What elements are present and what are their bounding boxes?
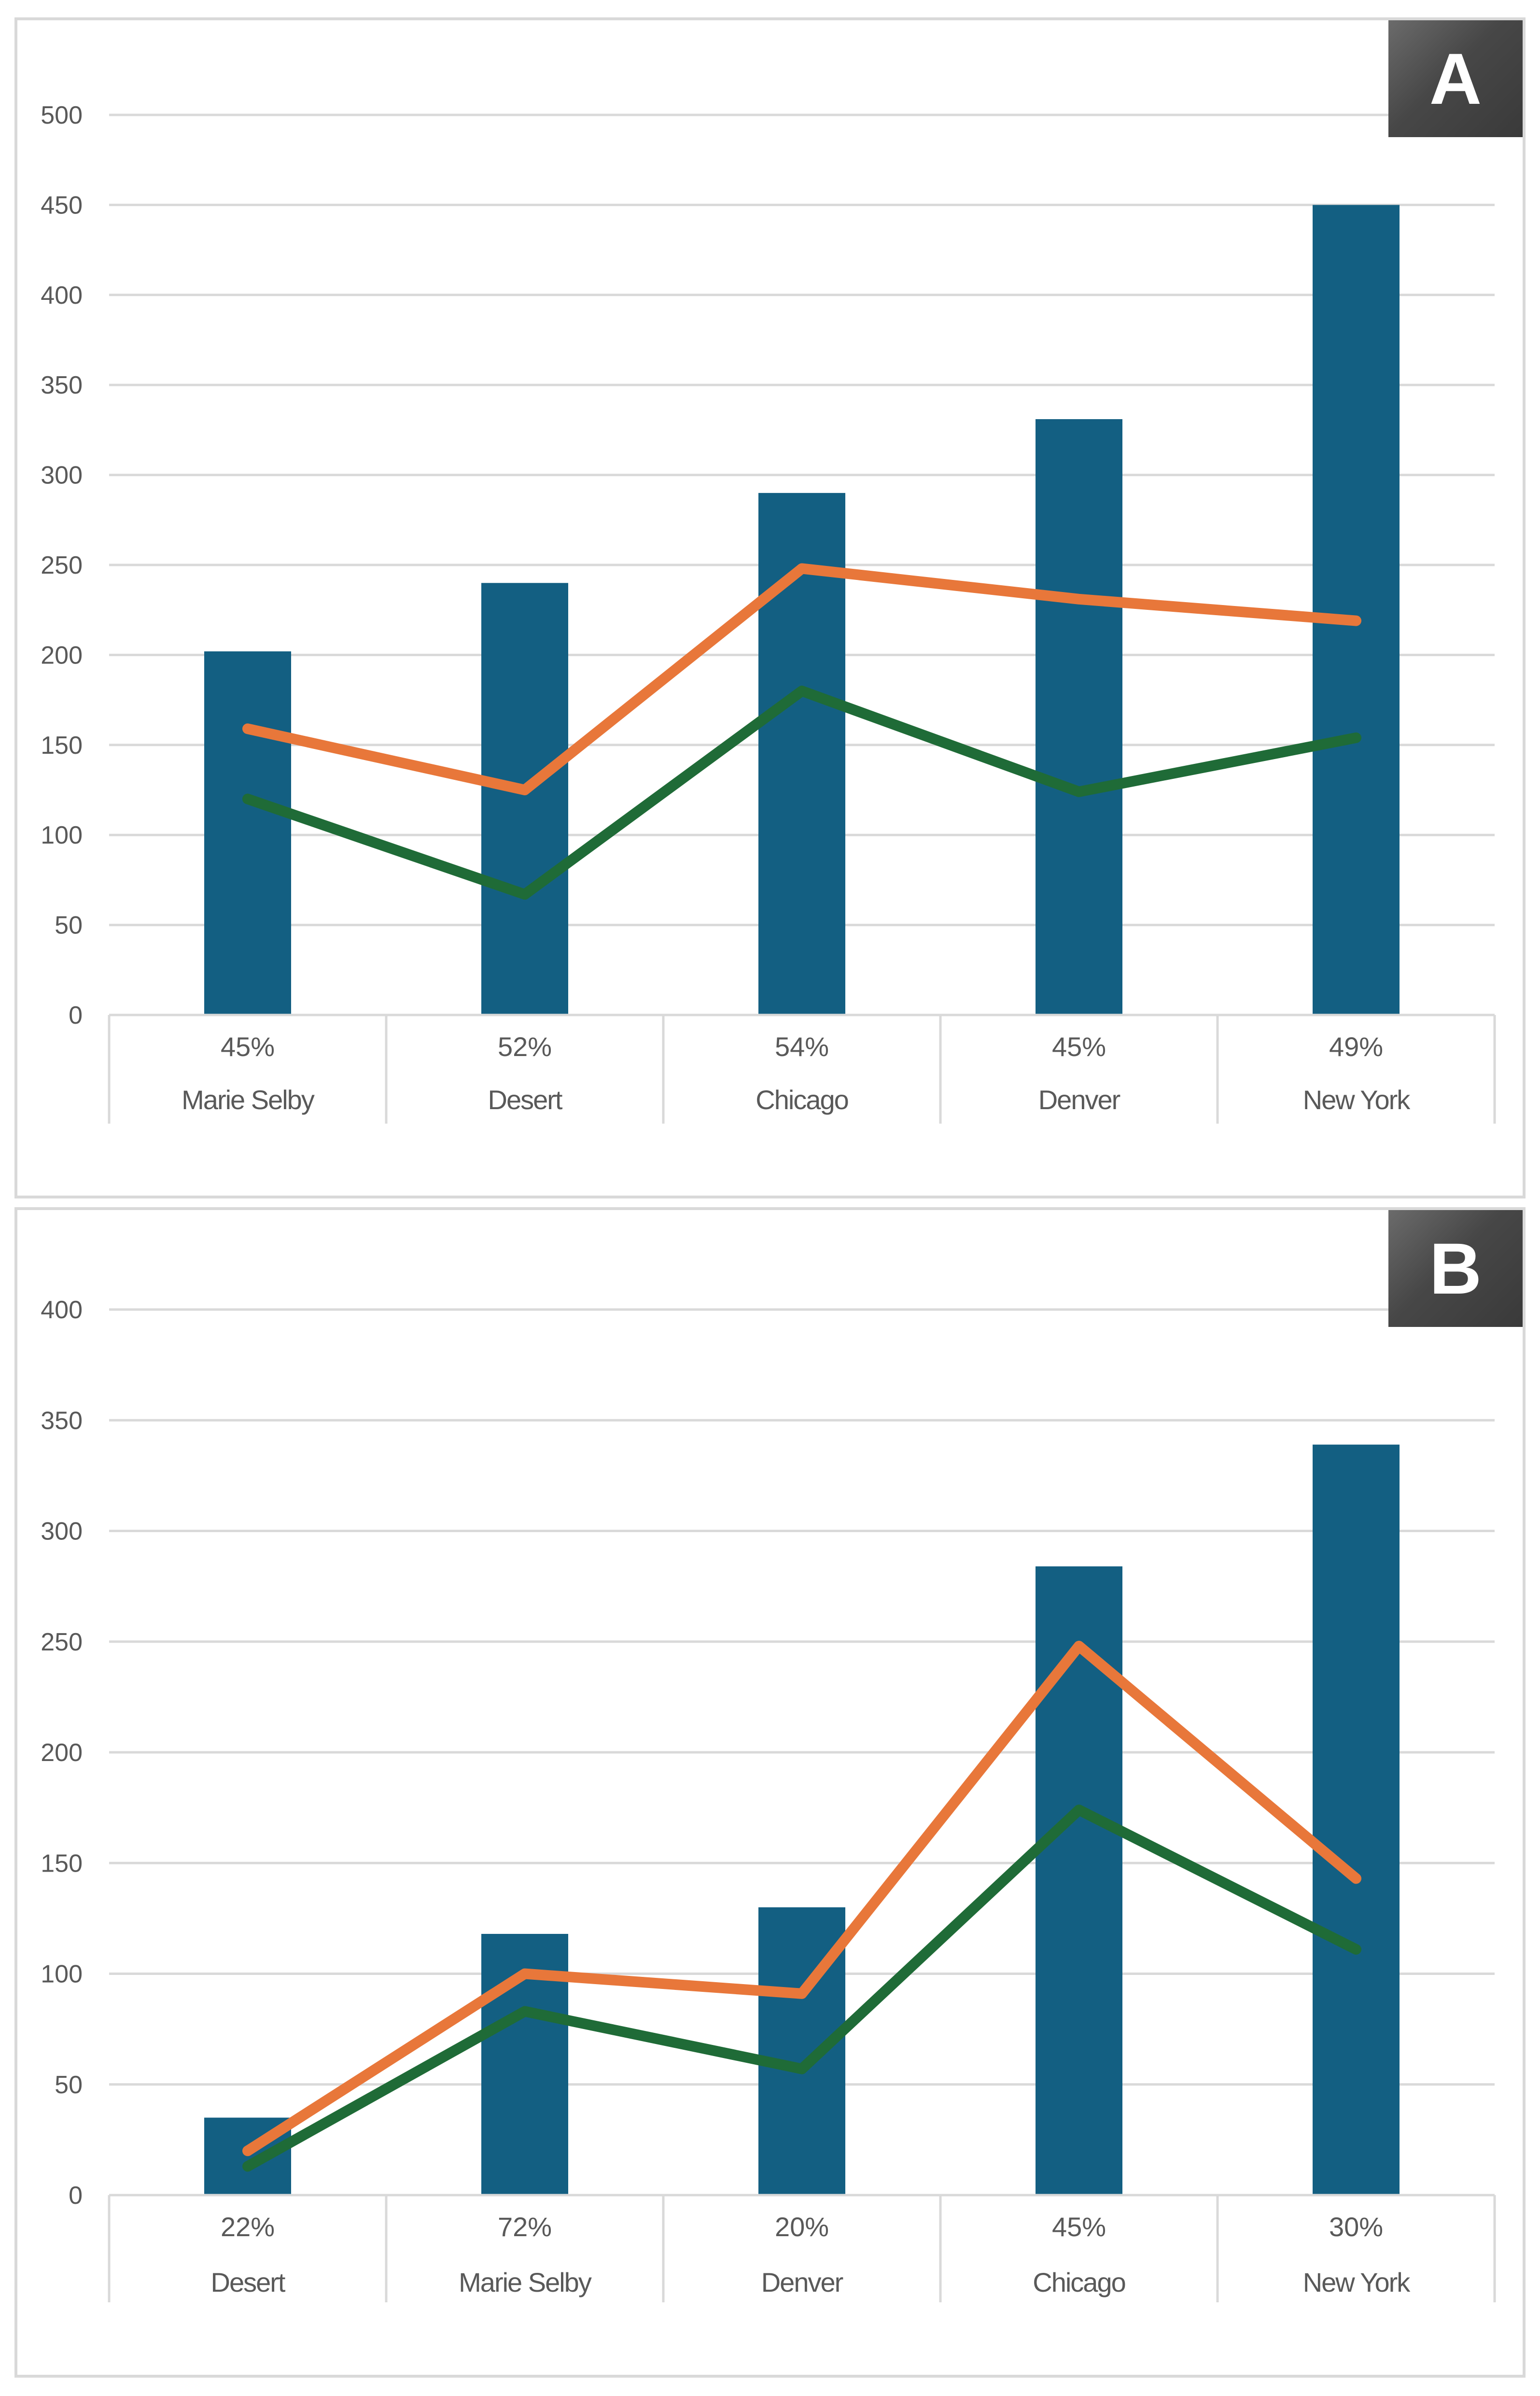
x-category-label: Marie Selby [459,2267,592,2297]
chart-b-svg: 0 50 100 150 200 250 300 350 400 22% Desert 72% Mari… [41,1296,1496,2302]
bar [481,583,568,1015]
x-percent-label: 49% [1329,1031,1383,1062]
green-line-series [242,1804,1361,2172]
y-tick-label: 150 [41,1849,83,1877]
y-tick-label: 200 [41,641,83,669]
x-category-label: Denver [761,2267,843,2297]
y-tick-label: 150 [41,732,83,760]
bars [204,1444,1400,2195]
green-line-series [242,685,1361,900]
y-tick-label: 100 [41,1960,83,1988]
x-category-label: Denver [1038,1085,1120,1115]
category-separators [108,2195,1496,2302]
x-category-label: Chicago [1033,2267,1125,2297]
x-percent-label: 45% [1052,1031,1106,1062]
y-tick-label: 500 [41,101,83,129]
x-axis-labels: 45% Marie Selby 52% Desert 54% Chicago 45% Denv… [182,1031,1412,1115]
chart-panel-a: 0 50 100 150 200 250 300 350 400 450 500 45% Marie S… [14,17,1526,1198]
y-tick-label: 100 [41,821,83,849]
y-tick-label: 400 [41,282,83,310]
chart-a-svg: 0 50 100 150 200 250 300 350 400 450 500 45% Marie S… [41,101,1496,1124]
bar [1036,419,1122,1015]
y-axis-tick-labels: 0 50 100 150 200 250 300 350 400 450 500 [41,101,83,1029]
y-tick-label: 400 [41,1296,83,1324]
y-tick-label: 50 [55,912,83,940]
x-category-label: Desert [488,1085,563,1115]
x-percent-label: 52% [498,1031,552,1062]
x-percent-label: 22% [221,2212,275,2242]
y-tick-label: 0 [69,1001,83,1029]
x-category-label: Desert [211,2267,286,2297]
y-tick-label: 300 [41,462,83,490]
y-tick-label: 0 [69,2182,83,2210]
orange-line-series [242,1640,1361,2156]
y-axis-tick-labels: 0 50 100 150 200 250 300 350 400 [41,1296,83,2210]
x-category-label: New York [1303,2267,1411,2297]
panel-label-b: B [1388,1210,1523,1327]
bar [758,493,845,1015]
x-percent-label: 20% [775,2212,829,2242]
panel-label-a: A [1388,20,1523,137]
y-tick-label: 200 [41,1739,83,1767]
bar [204,651,291,1015]
y-tick-label: 50 [55,2071,83,2099]
x-category-label: New York [1303,1085,1411,1115]
x-percent-label: 30% [1329,2212,1383,2242]
bar [1036,1566,1122,2195]
bar [1313,1444,1400,2195]
chart-panel-b: 0 50 100 150 200 250 300 350 400 22% Desert 72% Mari… [14,1207,1526,2378]
y-tick-label: 450 [41,191,83,219]
x-percent-label: 54% [775,1031,829,1062]
x-category-label: Marie Selby [182,1085,315,1115]
x-percent-label: 72% [498,2212,552,2242]
category-separators [108,1015,1496,1124]
y-tick-label: 350 [41,371,83,399]
x-axis-labels: 22% Desert 72% Marie Selby 20% Denver 45% Chica… [211,2212,1412,2297]
y-tick-label: 250 [41,1628,83,1656]
orange-line-series [242,563,1361,795]
x-percent-label: 45% [1052,2212,1106,2242]
y-tick-label: 250 [41,551,83,579]
bar [1313,205,1400,1015]
y-tick-label: 350 [41,1407,83,1435]
bars [204,205,1400,1015]
x-percent-label: 45% [221,1031,275,1062]
y-tick-label: 300 [41,1518,83,1546]
x-category-label: Chicago [756,1085,848,1115]
